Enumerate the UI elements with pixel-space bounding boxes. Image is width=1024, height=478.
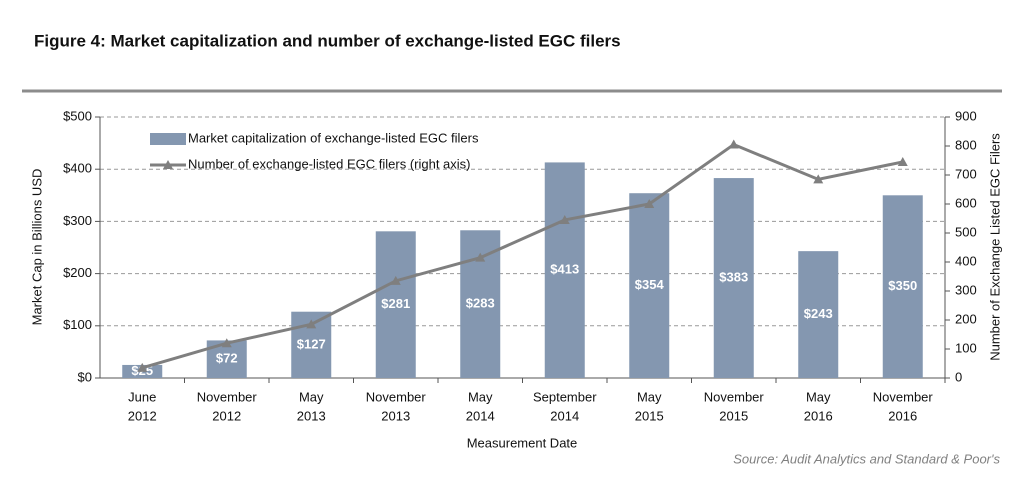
data-label: $243	[804, 306, 833, 321]
y-tick-label: $100	[63, 317, 92, 332]
y2-tick-label: 700	[955, 166, 977, 181]
x-tick-label: 2013	[381, 408, 410, 423]
x-tick-label: 2015	[635, 408, 664, 423]
y2-tick-label: 800	[955, 137, 977, 152]
x-tick-label: 2012	[128, 408, 157, 423]
legend-marker	[163, 160, 173, 169]
line	[141, 142, 904, 370]
x-tick-label: June	[128, 389, 156, 404]
legend-label: Market capitalization of exchange-listed…	[188, 130, 479, 145]
x-tick-label: November	[197, 389, 258, 404]
marker	[728, 139, 739, 149]
y2-tick-label: 900	[955, 108, 977, 123]
x-tick-label: 2013	[297, 408, 326, 423]
bar	[629, 193, 670, 378]
bar	[544, 162, 585, 378]
y-tick-label: $500	[63, 108, 92, 123]
marker	[137, 362, 148, 372]
x-tick-label: November	[873, 389, 934, 404]
x-tick-label: 2014	[550, 408, 579, 423]
marker	[475, 252, 486, 262]
x-tick-label: November	[366, 389, 427, 404]
x-tick-label: November	[704, 389, 765, 404]
x-tick-label: 2016	[888, 408, 917, 423]
marker	[559, 214, 570, 224]
data-label: $281	[381, 296, 410, 311]
y-tick-label: $300	[63, 213, 92, 228]
y2-tick-label: 500	[955, 224, 977, 239]
x-tick-label: May	[806, 389, 831, 404]
source: Source: Audit Analytics and Standard & P…	[733, 451, 1000, 466]
data-label: $413	[550, 262, 579, 277]
x-tick-label: September	[533, 389, 597, 404]
y2-tick-label: 0	[955, 369, 962, 384]
marker	[897, 156, 908, 166]
data-label: $127	[297, 336, 326, 351]
legend-swatch	[150, 133, 186, 145]
y2-tick-label: 600	[955, 195, 977, 210]
marker	[644, 199, 655, 208]
data-label: $350	[888, 278, 917, 293]
x-tick-label: May	[468, 389, 493, 404]
x-tick-label: May	[637, 389, 662, 404]
x-axis-label: Measurement Date	[467, 435, 578, 450]
marker	[390, 275, 401, 285]
x-tick-label: May	[299, 389, 324, 404]
y2-axis-label: Number of Exchange Listed EGC Filers	[987, 133, 1002, 361]
bar	[882, 195, 923, 378]
x-tick-label: 2012	[212, 408, 241, 423]
y-tick-label: $400	[63, 161, 92, 176]
bar	[798, 251, 839, 378]
data-label: $72	[216, 351, 238, 366]
y2-tick-label: 200	[955, 311, 977, 326]
y2-tick-label: 400	[955, 253, 977, 268]
y2-tick-label: 300	[955, 282, 977, 297]
marker	[221, 338, 232, 348]
marker	[306, 319, 317, 329]
data-label: $283	[466, 296, 495, 311]
bar	[713, 178, 754, 378]
x-tick-label: 2015	[719, 408, 748, 423]
x-tick-label: 2016	[804, 408, 833, 423]
y-tick-label: $200	[63, 265, 92, 280]
marker	[813, 174, 824, 184]
data-label: $383	[719, 269, 748, 284]
legend-label: Number of exchange-listed EGC filers (ri…	[188, 156, 471, 171]
y-axis-label: Market Cap in Billions USD	[29, 169, 44, 326]
chart-title: Figure 4: Market capitalization and numb…	[34, 31, 621, 50]
data-label: $354	[635, 277, 665, 292]
y-tick-label: $0	[78, 369, 92, 384]
y2-tick-label: 100	[955, 340, 977, 355]
bar	[375, 231, 416, 378]
x-tick-label: 2014	[466, 408, 495, 423]
